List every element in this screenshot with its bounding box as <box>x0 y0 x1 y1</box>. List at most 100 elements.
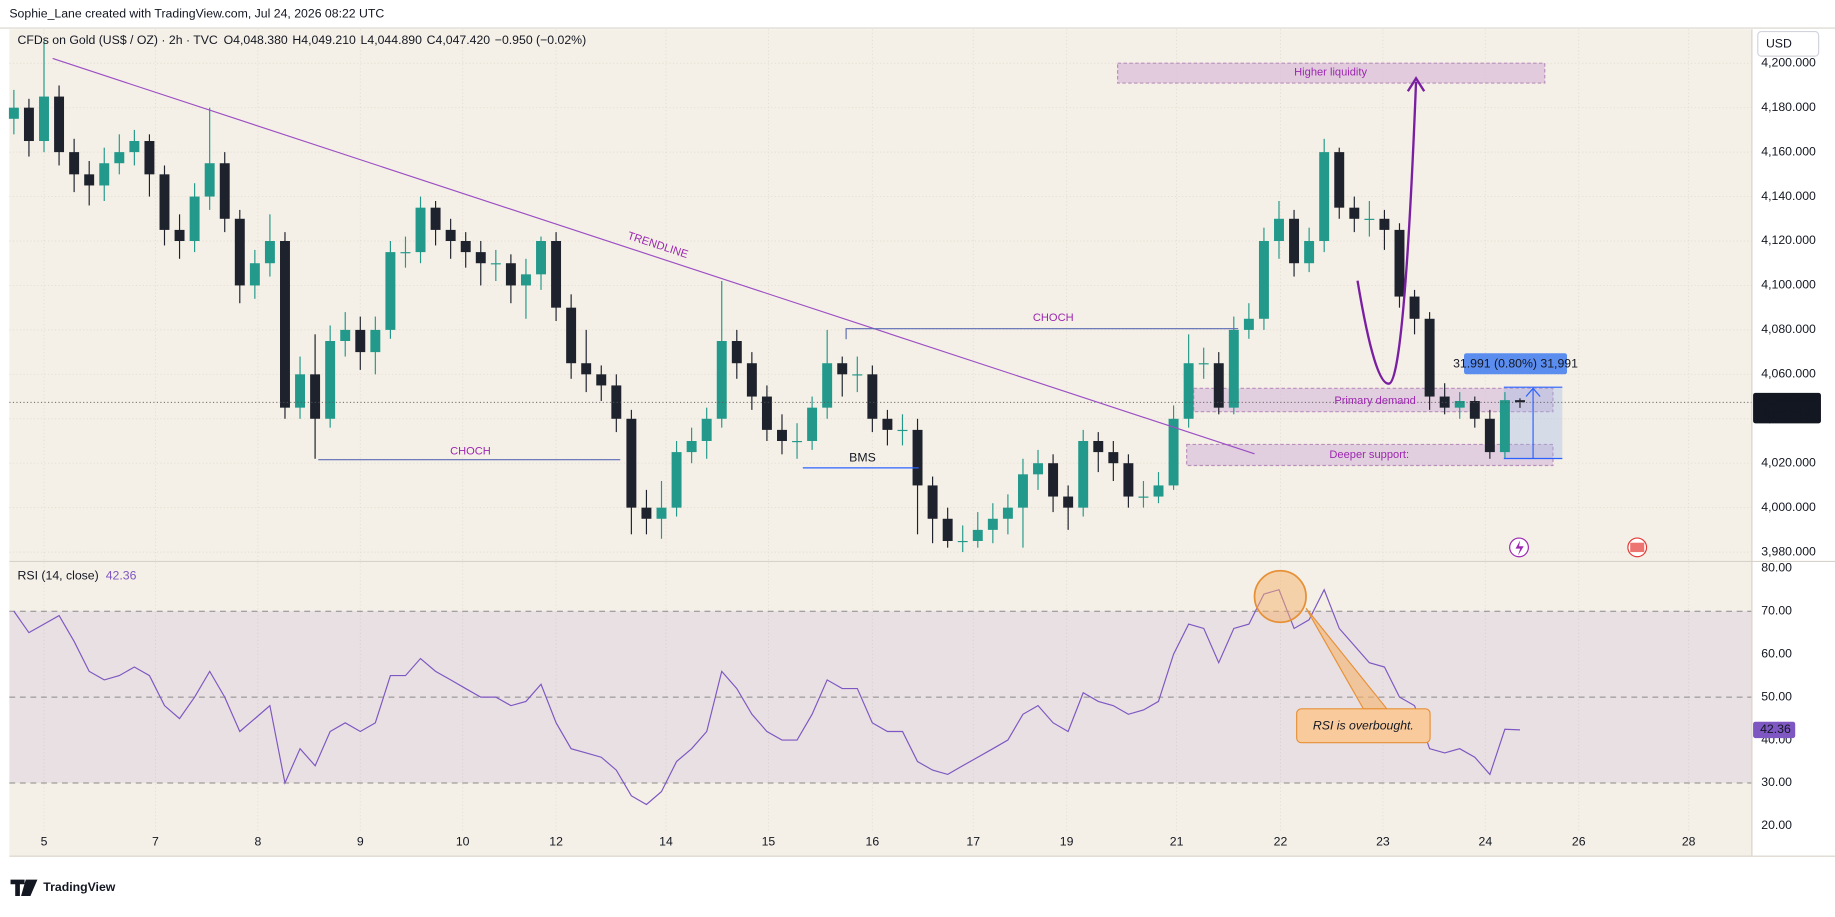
candle-body <box>219 163 230 219</box>
candle-body <box>189 196 200 242</box>
candle-body <box>1168 418 1179 486</box>
candle-body <box>1304 241 1315 264</box>
callout-text: RSI is overbought. <box>1313 719 1414 733</box>
rsi-pane <box>9 588 1752 806</box>
candle-body <box>1093 440 1104 453</box>
candles <box>8 41 1752 553</box>
candle-body <box>129 141 140 153</box>
measure-arrow-head <box>1525 387 1541 397</box>
candle-body <box>475 252 486 264</box>
price-label: 4,047.420 <box>1761 393 1816 407</box>
candle-body <box>1469 400 1480 419</box>
support-zone <box>1186 443 1554 467</box>
rsi-name: RSI (14, close) <box>18 569 99 583</box>
candle-body <box>686 440 697 453</box>
candle-body <box>1515 400 1525 403</box>
x-tick-label: 28 <box>1682 834 1696 848</box>
candle-body <box>1033 463 1043 475</box>
measure-label-box <box>1464 353 1568 375</box>
candle-body <box>1394 229 1405 297</box>
candle-body <box>430 207 441 230</box>
symbol-title: CFDs on Gold (US$ / OZ) · 2h · TVC <box>18 33 218 47</box>
arrow-head <box>1406 76 1426 92</box>
lightning <box>1515 540 1524 556</box>
projection-arrow <box>1356 81 1418 385</box>
currency-box[interactable] <box>1757 30 1820 57</box>
candle-body <box>792 440 803 443</box>
callout-box <box>1296 708 1431 744</box>
y-tick-label: 4,000.000 <box>1761 500 1816 514</box>
rsi-label-box <box>1753 721 1796 739</box>
candle-body <box>159 174 170 230</box>
candle-body <box>1289 218 1300 264</box>
credit: Sophie_Lane created with TradingView.com… <box>9 6 384 20</box>
candle-body <box>1454 400 1465 408</box>
candle-body <box>114 152 125 164</box>
zone-label: Deeper support: <box>1329 449 1409 461</box>
candle-body <box>325 340 336 419</box>
candle-body <box>1153 485 1164 497</box>
x-tick-label: 21 <box>1170 834 1184 848</box>
flag <box>1630 542 1645 553</box>
trendline <box>52 57 1255 455</box>
ohlc: O4,048.380 <box>224 33 288 47</box>
countdown: 01:37:19 <box>1764 407 1812 421</box>
candle-body <box>264 241 275 264</box>
axes: USD 5 7 8 9 10 12 14 15 16 17 19 21 22 23 24 26 28 3,980.… <box>9 29 1835 857</box>
candle-body <box>1002 507 1013 519</box>
candle-body <box>174 229 185 242</box>
candle-body <box>701 418 712 441</box>
choch-label: CHOCH <box>1033 312 1074 324</box>
candle-body <box>445 229 456 242</box>
ohlc: H4,049.210 <box>292 33 356 47</box>
rsi-tick-label: 60.00 <box>1761 646 1792 660</box>
candle-body <box>204 163 215 197</box>
candle-body <box>1123 463 1134 497</box>
plot-background <box>9 29 1752 857</box>
x-tick-label: 5 <box>41 834 48 848</box>
currency: USD <box>1766 37 1792 51</box>
candle-body <box>1138 496 1149 498</box>
x-tick-label: 16 <box>866 834 880 848</box>
y-tick-label: 4,120.000 <box>1761 233 1816 247</box>
candle-body <box>852 374 863 376</box>
y-tick-label: 4,020.000 <box>1761 455 1816 469</box>
x-tick-label: 9 <box>357 834 364 848</box>
rsi-tick-label: 20.00 <box>1761 818 1792 832</box>
rsi-tick-label: 50.00 <box>1761 689 1792 703</box>
candle-body <box>23 107 34 142</box>
candle-body <box>912 429 923 486</box>
x-tick-label: 26 <box>1572 834 1586 848</box>
x-tick-label: 14 <box>659 834 673 848</box>
candle-body <box>249 263 260 286</box>
candle-body <box>1274 218 1284 242</box>
candle-body <box>69 152 80 175</box>
candle-body <box>551 241 562 308</box>
choch-label: CHOCH <box>450 445 491 457</box>
candle-body <box>355 329 366 353</box>
candle-body <box>626 418 637 508</box>
candle-body <box>1017 474 1028 508</box>
candle-body <box>39 96 49 142</box>
candle-body <box>596 374 607 386</box>
candle-body <box>400 252 411 254</box>
candle-body <box>1439 396 1450 408</box>
rsi-tick-label: 30.00 <box>1761 775 1792 789</box>
legend: CFDs on Gold (US$ / OZ) · 2h · TVC O4,048… <box>18 33 587 47</box>
brand: TradingView <box>43 880 116 894</box>
candle-body <box>536 241 546 275</box>
candle-body <box>972 529 983 541</box>
y-tick-label: 4,080.000 <box>1761 322 1816 336</box>
candle-body <box>1364 218 1375 220</box>
x-tick-label: 17 <box>966 834 980 848</box>
logo-mark <box>10 879 38 896</box>
x-tick-label: 15 <box>762 834 776 848</box>
candle-body <box>144 141 155 175</box>
rsi-legend: RSI (14, close) 42.36 <box>18 569 137 583</box>
x-tick-label: 10 <box>456 834 470 848</box>
bms-label: BMS <box>849 451 876 465</box>
candle-body <box>370 329 381 353</box>
ohlc: L4,044.890 <box>361 33 423 47</box>
y-tick-label: 4,060.000 <box>1761 367 1816 381</box>
